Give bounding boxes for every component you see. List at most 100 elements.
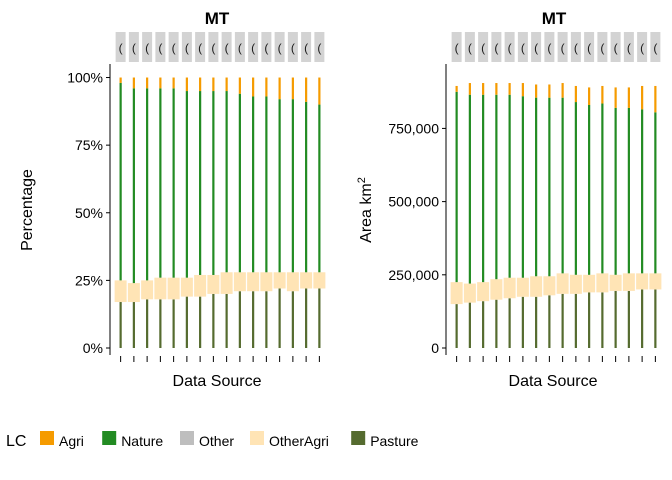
facet-strip-label: ( [304,41,308,55]
bar-segment-nature [278,99,281,273]
facet-strip-label: ( [225,41,229,55]
bar-segment-nature [614,107,617,275]
bar-segment-pasture [212,293,215,348]
facet-strip-label: ( [574,41,578,55]
bar-segment-pasture [291,291,294,348]
bar-segment-nature [495,94,498,280]
facet-strip-label: ( [481,41,485,55]
bar-segment-nature [627,107,630,274]
facet-strip [248,32,259,62]
facet-strip-label: ( [132,41,136,55]
bar-segment-pasture [199,296,202,348]
bar-segment-otheragri [247,272,260,292]
bar-segment-nature [225,91,228,273]
bar-segment-otheragri [463,283,476,303]
bar-segment-pasture [548,295,551,348]
bar-segment-nature [588,104,591,275]
bar-segment-pasture [482,301,485,348]
bar-segment-agri [146,77,149,89]
bar-segment-nature [574,102,577,275]
facet-strip [168,32,179,62]
bar-segment-agri [468,83,471,95]
bar-segment-nature [185,91,188,278]
facet-strip [287,32,298,62]
panel-2-x-ticks [456,356,656,362]
bar-segment-agri [159,77,162,89]
legend-key-agri [40,431,54,445]
legend-title: LC [6,433,26,450]
bar-segment-otheragri [300,272,313,289]
facet-strip [451,32,462,62]
bar-segment-agri [172,77,175,89]
bar-segment-otheragri [450,282,463,305]
panel-2-x-axis-title: Data Source [509,373,598,390]
bar-segment-otheragri [516,277,529,297]
facet-strip-label: ( [238,41,242,55]
bar-segment-pasture [252,291,255,348]
panel-area: MT (((((((((((((((( 0 250,000 500,000 750,0… [356,9,662,390]
panel-1-bars [114,77,326,348]
bar-segment-pasture [627,290,630,348]
y-tick-label: 250,000 [388,267,439,283]
bar-segment-agri [119,77,122,83]
bar-segment-agri [495,83,498,95]
facet-strip [128,32,139,62]
facet-strip-label: ( [587,41,591,55]
bar-segment-nature [455,91,458,283]
bar-segment-pasture [225,293,228,348]
bar-segment-nature [561,97,564,274]
bar-segment-otheragri [569,274,582,294]
facet-strip [464,32,475,62]
bar-segment-pasture [278,288,281,348]
bar-segment-pasture [185,296,188,348]
facet-strip-label: ( [534,41,538,55]
panel-1-y-axis-title: Percentage [19,169,36,251]
bar-segment-agri [291,77,294,100]
panel-2-facet-strips: (((((((((((((((( [451,32,661,62]
bar-segment-nature [159,88,162,278]
legend-label-other: Other [199,433,234,449]
facet-strip [610,32,621,62]
bar-segment-agri [265,77,268,97]
bar-segment-otheragri [220,272,233,294]
panel-1-x-axis-title: Data Source [173,373,262,390]
legend-key-pasture [351,431,366,445]
facet-strip [557,32,568,62]
bar-segment-agri [535,84,538,98]
facet-strip-label: ( [521,41,525,55]
bar-segment-otheragri [649,273,662,290]
facet-strip [531,32,542,62]
bar-segment-agri [627,87,630,108]
bar-segment-pasture [508,298,511,348]
facet-strip-label: ( [172,41,176,55]
panel-1-x-ticks [120,356,320,362]
facet-strip-label: ( [198,41,202,55]
facet-strip [234,32,245,62]
bar-segment-pasture [561,293,564,348]
bar-segment-otheragri [543,276,556,296]
bar-segment-nature [521,96,524,278]
y-tick-label: 750,000 [388,120,439,136]
facet-strip [478,32,489,62]
bar-segment-otheragri [127,283,140,303]
panel-2-y-axis-title-text: Area km [358,183,375,243]
bar-segment-pasture [146,299,149,348]
facet-strip-label: ( [600,41,604,55]
bar-segment-pasture [641,289,644,348]
bar-segment-pasture [468,302,471,348]
bar-segment-agri [199,77,202,92]
bar-segment-nature [172,88,175,278]
bar-segment-agri [225,77,228,92]
bar-segment-agri [238,77,241,94]
bar-segment-otheragri [596,273,609,293]
legend-key-other [180,431,194,445]
facet-strip-label: ( [640,41,644,55]
bar-segment-nature [132,88,135,284]
bar-segment-nature [146,88,149,281]
bar-segment-agri [252,77,255,97]
bar-segment-otheragri [154,277,167,300]
facet-strip-label: ( [653,41,657,55]
bar-segment-nature [654,112,657,274]
bar-segment-agri [521,83,524,97]
